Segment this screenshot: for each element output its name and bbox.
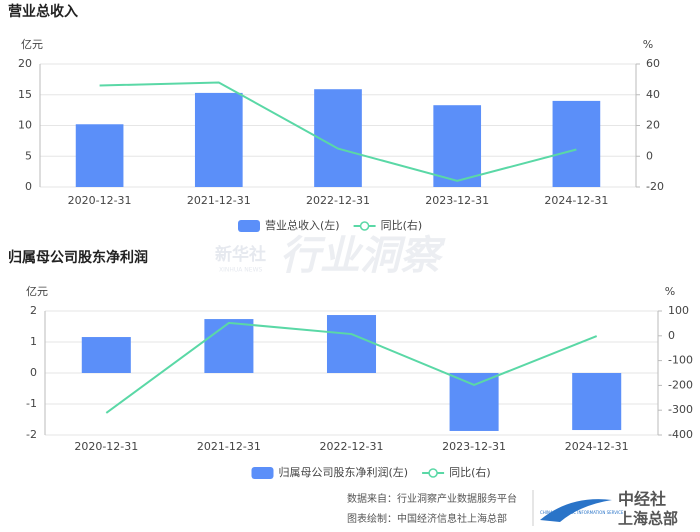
legend-swatch <box>428 468 438 478</box>
legend-label: 营业总收入(左) <box>265 218 340 232</box>
bar <box>314 89 362 187</box>
x-tick-label: 2024-12-31 <box>565 440 629 453</box>
x-tick-label: 2021-12-31 <box>187 194 251 207</box>
y-tick-label: 10 <box>18 119 32 132</box>
legend-swatch <box>238 220 260 232</box>
legend-label: 同比(右) <box>381 218 423 232</box>
logo-shape <box>540 499 612 522</box>
bar <box>552 100 601 187</box>
y-tick-label: 0 <box>30 366 37 379</box>
y2-axis-unit: % <box>665 285 675 298</box>
source: 数据来自：行业洞察产业数据服务平台 <box>347 492 517 505</box>
y-axis-unit: 亿元 <box>26 285 48 298</box>
y2-tick-label: 0 <box>646 149 653 162</box>
watermark-brand-en: XINHUA NEWS <box>219 267 262 274</box>
bar <box>75 124 124 187</box>
x-tick-label: 2024-12-31 <box>544 194 608 207</box>
logo-en: CHINA ECONOMIC INFORMATION SERVICE <box>540 510 624 515</box>
watermark-text: 行业洞察 <box>280 233 446 279</box>
x-tick-label: 2022-12-31 <box>320 440 384 453</box>
y2-axis-unit: % <box>643 38 653 51</box>
bar <box>194 92 243 187</box>
y-tick-label: 0 <box>25 180 32 193</box>
line <box>105 321 598 414</box>
bar <box>204 319 254 373</box>
x-tick-label: 2023-12-31 <box>425 194 489 207</box>
y2-tick-label: 100 <box>668 304 689 317</box>
x-tick-label: 2021-12-31 <box>197 440 261 453</box>
bar <box>81 337 131 373</box>
y2-tick-label: -100 <box>668 354 693 367</box>
x-tick-label: 2023-12-31 <box>442 440 506 453</box>
x-tick-label: 2020-12-31 <box>74 440 138 453</box>
y-tick-label: 1 <box>30 335 37 348</box>
legend-label: 归属母公司股东净利润(左) <box>279 465 409 479</box>
y-tick-label: -1 <box>26 397 37 410</box>
y2-tick-label: -200 <box>668 378 693 391</box>
legend-label: 同比(右) <box>449 465 491 479</box>
line <box>99 81 577 182</box>
bar <box>433 105 482 187</box>
bar <box>449 373 499 431</box>
logo-cn: 中经社 <box>618 490 666 509</box>
y2-tick-label: 40 <box>646 88 660 101</box>
chart-title: 营业总收入 <box>8 3 78 20</box>
bar <box>326 315 377 373</box>
x-tick-label: 2020-12-31 <box>68 194 132 207</box>
author: 图表绘制：中国经济信息社上海总部 <box>347 512 507 525</box>
y2-tick-label: 0 <box>668 329 675 342</box>
y-tick-label: 2 <box>30 304 37 317</box>
y-tick-label: 20 <box>18 57 32 70</box>
y2-tick-label: -20 <box>646 180 664 193</box>
logo-sub: 上海总部 <box>618 510 678 528</box>
y-tick-label: 15 <box>18 88 32 101</box>
x-tick-label: 2022-12-31 <box>306 194 370 207</box>
legend-swatch <box>251 467 274 479</box>
y-tick-label: -2 <box>26 428 37 441</box>
y2-tick-label: 20 <box>646 119 660 132</box>
y2-tick-label: -300 <box>668 403 693 416</box>
legend-swatch <box>359 221 370 231</box>
y2-tick-label: 60 <box>646 57 660 70</box>
y-axis-unit: 亿元 <box>21 38 43 51</box>
watermark-brand: 新华社 <box>215 244 266 265</box>
y-tick-label: 5 <box>25 149 32 162</box>
chart-title: 归属母公司股东净利润 <box>8 249 148 266</box>
bar <box>572 373 622 431</box>
y2-tick-label: -400 <box>668 428 693 441</box>
